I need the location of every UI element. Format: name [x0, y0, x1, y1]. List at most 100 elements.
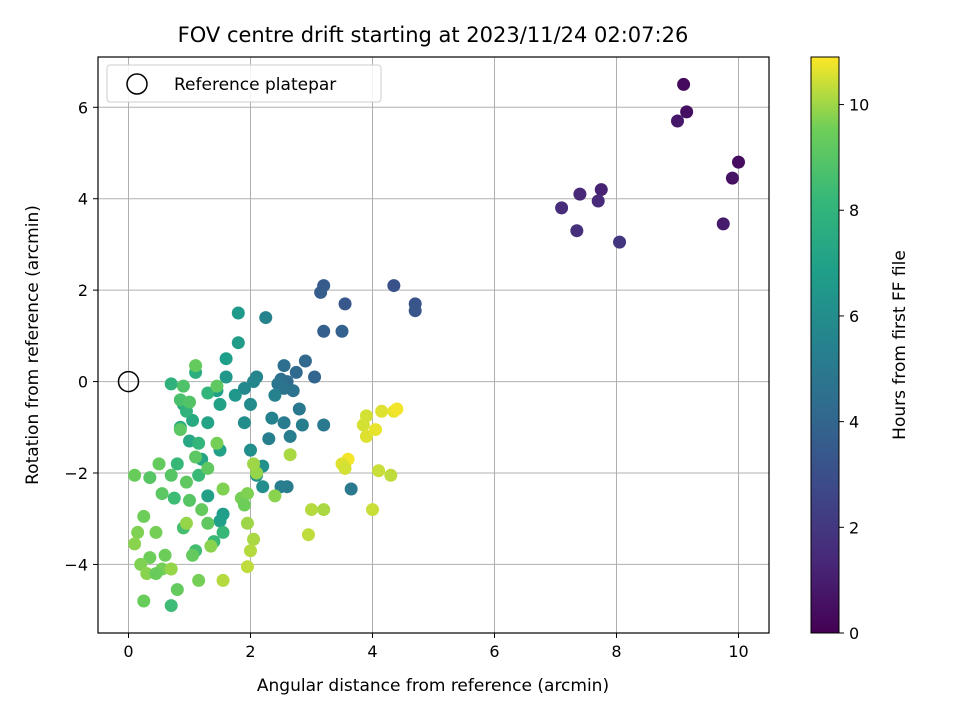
data-point — [317, 324, 331, 338]
data-point — [305, 503, 318, 517]
data-point — [179, 516, 193, 530]
data-point — [228, 388, 242, 402]
legend-box — [106, 64, 382, 103]
data-point — [369, 423, 383, 437]
data-point — [173, 423, 187, 437]
data-point — [189, 450, 203, 464]
data-point — [237, 381, 251, 395]
data-point — [213, 397, 227, 411]
x-tick-label: 4 — [367, 642, 377, 661]
data-point — [716, 217, 730, 231]
colorbar-ticks: 0 2 4 6 8 10 — [839, 96, 869, 643]
data-point — [314, 285, 328, 299]
data-point — [170, 457, 184, 471]
colorbar-tick-label: 2 — [849, 518, 859, 537]
data-point — [259, 311, 273, 325]
data-point — [143, 471, 157, 485]
data-point — [247, 457, 261, 471]
data-point — [131, 525, 145, 539]
data-point — [164, 599, 178, 613]
data-point — [201, 489, 215, 503]
data-point — [219, 352, 233, 366]
data-point — [137, 509, 151, 523]
data-point — [149, 567, 163, 581]
colorbar-frame — [810, 56, 840, 634]
data-point — [195, 503, 209, 517]
data-point — [237, 416, 251, 430]
data-point — [244, 544, 257, 558]
data-point — [298, 354, 312, 368]
x-tick-label: 0 — [123, 642, 133, 661]
x-tick-label: 6 — [489, 642, 499, 661]
data-point — [143, 551, 157, 565]
data-point — [189, 359, 203, 373]
legend: Reference platepar — [106, 64, 382, 103]
data-point — [268, 388, 282, 402]
data-point — [176, 379, 190, 393]
data-point — [613, 235, 627, 249]
data-point — [289, 365, 303, 379]
colorbar-tick-label: 8 — [849, 201, 859, 220]
data-point — [201, 516, 215, 530]
data-point — [732, 155, 745, 169]
data-point — [366, 503, 379, 517]
data-point — [164, 562, 178, 576]
data-point — [244, 397, 257, 411]
data-point — [167, 491, 181, 505]
data-point — [204, 539, 218, 553]
data-point — [570, 224, 584, 238]
data-point — [128, 468, 142, 482]
data-point — [134, 557, 148, 571]
data-point — [372, 464, 386, 478]
scatter-points — [117, 77, 745, 613]
data-point — [216, 482, 230, 496]
data-point — [274, 480, 288, 494]
data-point — [335, 324, 349, 338]
data-point — [573, 187, 587, 201]
data-point — [158, 548, 172, 562]
y-tick-label: 4 — [78, 190, 88, 209]
data-point — [256, 480, 270, 494]
data-point — [271, 377, 285, 391]
data-point — [152, 457, 166, 471]
data-point — [277, 416, 291, 430]
data-point — [301, 528, 315, 542]
y-axis-ticks: −4 −2 0 2 4 6 — [64, 98, 98, 574]
data-point — [201, 461, 215, 475]
data-point — [164, 468, 178, 482]
data-point — [192, 436, 206, 450]
data-point — [201, 416, 215, 430]
x-axis-ticks: 0 2 4 6 8 10 — [123, 633, 749, 661]
data-point — [213, 514, 227, 528]
legend-marker — [126, 73, 148, 95]
colorbar-label: Hours from first FF file — [890, 250, 910, 440]
x-tick-label: 10 — [728, 642, 748, 661]
data-point — [179, 475, 193, 489]
data-point — [671, 114, 684, 128]
data-point — [247, 375, 261, 389]
data-point — [292, 402, 306, 416]
colorbar-tick-label: 10 — [849, 96, 869, 115]
data-point — [240, 516, 254, 530]
data-point — [240, 560, 254, 574]
data-point — [680, 105, 694, 119]
data-point — [186, 548, 200, 562]
grid-lines — [98, 57, 769, 633]
data-point — [192, 468, 206, 482]
data-point — [277, 359, 291, 373]
data-point — [149, 525, 163, 539]
data-point — [216, 525, 230, 539]
data-point — [390, 402, 404, 416]
data-point — [344, 482, 358, 496]
data-point — [408, 304, 422, 318]
data-point — [186, 413, 200, 427]
data-point — [338, 461, 352, 475]
colorbar — [811, 57, 839, 633]
data-point — [210, 436, 224, 450]
data-point — [201, 386, 215, 400]
data-point — [268, 489, 282, 503]
data-point — [384, 468, 398, 482]
data-point — [192, 573, 206, 587]
data-point — [128, 537, 142, 551]
data-point — [137, 594, 151, 608]
